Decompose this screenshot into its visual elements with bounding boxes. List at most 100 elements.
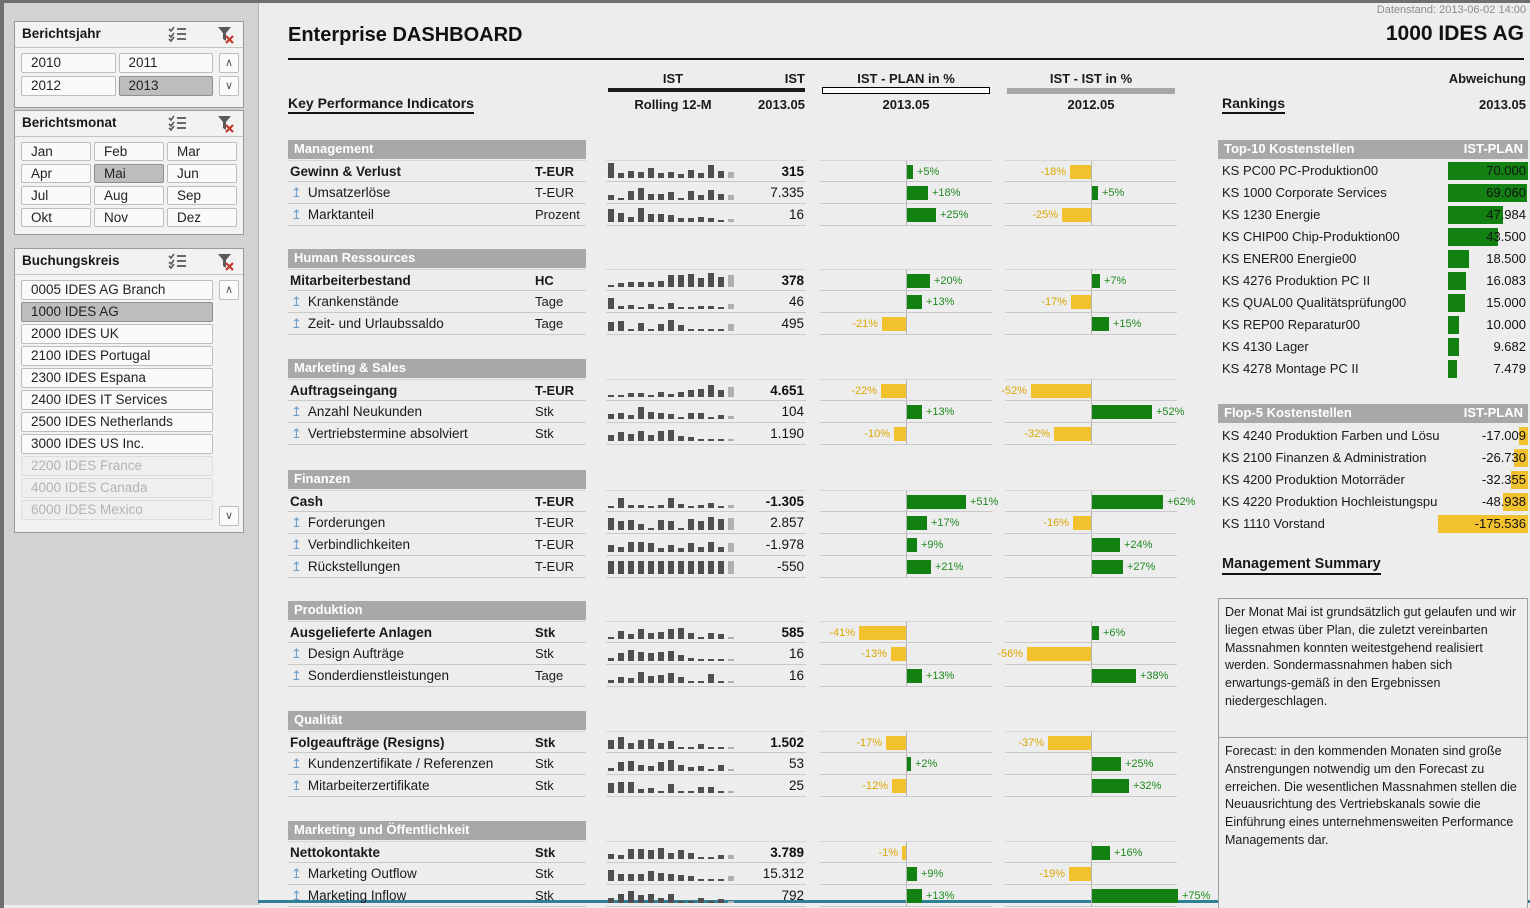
scroll-down-button[interactable]: ∨ [219,506,239,526]
variance-label: -52% [1001,385,1027,397]
drill-up-icon[interactable]: ↥ [291,207,302,222]
slicer-item-dez[interactable]: Dez [167,208,237,227]
variance-bar [1092,405,1152,419]
col-header-rolling: Rolling 12-M [634,97,712,112]
clear-filter-icon[interactable] [215,252,235,271]
kpi-plan-cell: -17% [820,731,992,753]
multiselect-icon[interactable] [167,25,187,43]
variance-bar [1092,626,1099,640]
slicer-item-sep[interactable]: Sep [167,186,237,205]
slicer-item-2010[interactable]: 2010 [21,53,116,73]
slicer-item-2000-ides-uk[interactable]: 2000 IDES UK [21,324,213,344]
kpi-ist-cell: +15% [1005,313,1177,335]
zero-axis [1091,885,1092,906]
drill-up-icon[interactable]: ↥ [291,559,302,574]
scroll-up-button[interactable]: ∧ [219,280,239,300]
kpi-plan-cell: +21% [820,556,992,578]
clear-filter-icon[interactable] [215,114,235,133]
kpi-row: ↥ Sonderdienstleistungen Tage [288,665,586,687]
kpi-ist-cell: -25% [1005,204,1177,226]
kpi-label: Auftragseingang [288,380,586,398]
kostenstelle-value: -17.009 [1481,428,1526,443]
drill-up-icon[interactable]: ↥ [291,668,302,683]
kpi-label: ↥ Mitarbeiterzertifikate [288,775,586,794]
drill-up-icon[interactable]: ↥ [291,888,302,903]
drill-up-icon[interactable]: ↥ [291,404,302,419]
slicer-item-2013[interactable]: 2013 [118,76,213,96]
kpi-unit: Stk [535,756,554,771]
kpi-trend-cell: 378 [606,269,806,291]
drill-up-icon[interactable]: ↥ [291,756,302,771]
slicer-item-mai[interactable]: Mai [94,164,164,183]
kpi-ist-cell: +32% [1005,775,1177,797]
variance-bar [902,846,906,860]
slicer-item-apr[interactable]: Apr [21,164,91,183]
kpi-plan-cell: -22% [820,379,992,401]
kpi-value: -1.978 [765,537,804,552]
slicer-item-1000-ides-ag[interactable]: 1000 IDES AG [21,302,213,322]
kpi-unit: Tage [535,316,564,331]
variance-bar [907,208,936,222]
slicer-item-2100-ides-portugal[interactable]: 2100 IDES Portugal [21,346,213,366]
slicer-item-2011[interactable]: 2011 [118,53,213,73]
slicer-item-nov[interactable]: Nov [94,208,164,227]
slicer-item-mar[interactable]: Mar [167,142,237,161]
sparkline-chart [608,385,738,397]
drill-up-icon[interactable]: ↥ [291,537,302,552]
drill-up-icon[interactable]: ↥ [291,866,302,881]
slicer-item-2300-ides-espana[interactable]: 2300 IDES Espana [21,368,213,388]
slicer-item-2012[interactable]: 2012 [21,76,116,96]
scroll-up-button[interactable]: ∧ [219,53,239,73]
title-rule [288,58,1524,60]
kpi-name: Gewinn & Verlust [290,164,402,179]
sheet-bottom-divider [258,900,1530,903]
drill-up-icon[interactable]: ↥ [291,316,302,331]
variance-bar [907,669,922,683]
slicer-item-jan[interactable]: Jan [21,142,91,161]
kpi-value: 53 [788,756,804,771]
scroll-down-button[interactable]: ∨ [219,76,239,96]
slicer-item-0005-ides-ag-branch[interactable]: 0005 IDES AG Branch [21,280,213,300]
clear-filter-icon[interactable] [215,25,235,44]
slicer-item-2500-ides-netherlands[interactable]: 2500 IDES Netherlands [21,412,213,432]
drill-up-icon[interactable]: ↥ [291,426,302,441]
kostenstelle-value: -175.536 [1474,516,1526,531]
zero-axis [906,863,907,884]
variance-label: -1% [878,847,898,859]
ranking-bar [1503,493,1528,511]
slicer-item-okt[interactable]: Okt [21,208,91,227]
variance-label: -10% [864,428,890,440]
drill-up-icon[interactable]: ↥ [291,646,302,661]
variance-label: +21% [935,561,964,573]
ranking-bar [1511,471,1528,489]
slicer-item-2400-ides-it-services[interactable]: 2400 IDES IT Services [21,390,213,410]
slicer-item-3000-ides-us-inc-[interactable]: 3000 IDES US Inc. [21,434,213,454]
slicer-item-jun[interactable]: Jun [167,164,237,183]
kpi-trend-cell: 16 [606,204,806,226]
zero-axis [1091,380,1092,400]
drill-up-icon[interactable]: ↥ [291,515,302,530]
slicer-item-aug[interactable]: Aug [94,186,164,205]
col-header-plan: IST - PLAN in % [857,71,955,86]
slicer-item-feb[interactable]: Feb [94,142,164,161]
kpi-plan-cell: -12% [820,775,992,797]
kpi-trend-cell: 315 [606,160,806,182]
kpi-unit: Tage [535,668,564,683]
drill-up-icon[interactable]: ↥ [291,294,302,309]
variance-label: +15% [1113,318,1142,330]
drill-up-icon[interactable]: ↥ [291,185,302,200]
kpi-value: 15.312 [762,866,804,881]
variance-label: -17% [856,737,882,749]
kpi-ist-cell: +62% [1005,490,1195,512]
slicer-title: Berichtsjahr [22,26,101,41]
variance-bar [907,165,913,179]
drill-up-icon[interactable]: ↥ [291,778,302,793]
multiselect-icon[interactable] [167,252,187,270]
slicer-item-jul[interactable]: Jul [21,186,91,205]
kostenstelle-value: -26.730 [1481,450,1526,465]
kpi-ist-cell: -18% [1005,160,1177,182]
multiselect-icon[interactable] [167,114,187,132]
zero-axis [906,401,907,422]
flop5-row: KS 2100 Finanzen & Administration -26.730 [1218,447,1528,469]
kpi-value: -1.305 [765,494,804,509]
